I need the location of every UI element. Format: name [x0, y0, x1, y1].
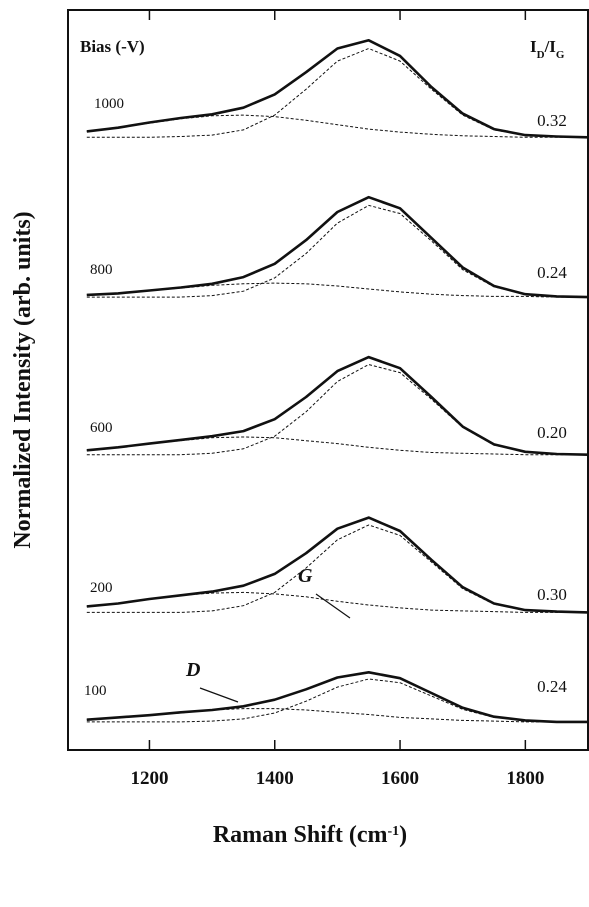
- band-annotation: D: [185, 659, 200, 681]
- g-band: [86, 204, 589, 298]
- spectrum-fit: [86, 516, 589, 614]
- ratio-label: 0.24: [537, 677, 567, 696]
- x-axis-label: Raman Shift (cm-1): [213, 822, 407, 848]
- bias-label: 1000: [94, 96, 124, 112]
- ratio-label: 0.24: [537, 263, 567, 282]
- ratio-header-part: D: [537, 49, 545, 61]
- plot-frame: [67, 9, 589, 751]
- bias-label: 800: [90, 262, 113, 278]
- x-tick-label: 1800: [506, 768, 544, 789]
- y-axis-label: Normalized Intensity (arb. units): [10, 211, 36, 548]
- x-tick-label: 1600: [381, 768, 419, 789]
- d-band: [86, 436, 588, 456]
- d-band: [86, 114, 588, 138]
- spectrum-fit: [86, 39, 589, 139]
- ratio-header-part: /I: [544, 37, 557, 56]
- spectrum-fit: [86, 671, 588, 724]
- ratio-header-part: I: [530, 37, 537, 56]
- d-band: [86, 591, 588, 613]
- d-band: [86, 282, 588, 298]
- bias-header: Bias (-V): [80, 37, 145, 56]
- ratio-label: 0.20: [537, 423, 567, 442]
- g-band: [86, 524, 589, 613]
- x-tick-label: 1400: [256, 768, 294, 789]
- x-axis-label-part: Raman Shift (cm: [213, 822, 388, 848]
- band-annotation: G: [298, 565, 313, 587]
- ratio-header-part: G: [556, 49, 565, 61]
- annotation-pointer: [199, 687, 239, 703]
- spectrum-fit: [86, 355, 589, 456]
- g-band: [86, 678, 588, 723]
- ratio-label: 0.30: [537, 585, 567, 604]
- bias-label: 200: [90, 580, 113, 596]
- x-axis-label-part: ): [399, 822, 407, 848]
- d-band: [86, 708, 588, 723]
- annotation-pointer: [315, 593, 351, 619]
- ratio-label: 0.32: [537, 111, 567, 130]
- ratio-header: ID/IG: [530, 37, 565, 61]
- x-tick-label: 1200: [130, 768, 168, 789]
- spectrum-fit: [86, 195, 589, 299]
- bias-label: 100: [84, 683, 107, 699]
- g-band: [86, 47, 589, 138]
- bias-label: 600: [90, 420, 113, 436]
- x-axis-label-part: -1: [387, 824, 399, 839]
